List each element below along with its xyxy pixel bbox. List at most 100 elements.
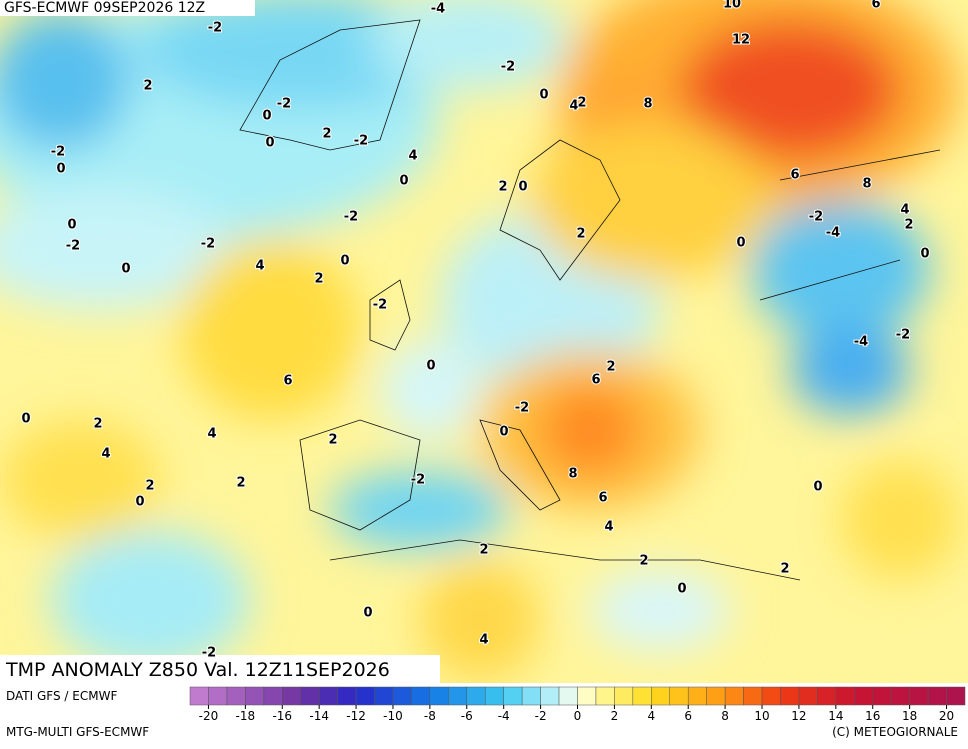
colorbar-cell <box>743 686 763 706</box>
contour-label: -2 <box>202 646 216 661</box>
colorbar-cell <box>392 686 412 706</box>
colorbar-cell <box>226 686 246 706</box>
contour-label: 0 <box>135 495 144 510</box>
colorbar-cell <box>300 686 320 706</box>
colorbar-cell <box>318 686 338 706</box>
contour-label: 6 <box>283 374 292 389</box>
colorbar-cell <box>835 686 855 706</box>
colorbar-cell <box>411 686 431 706</box>
colorbar-cell <box>208 686 228 706</box>
colorbar-tick-label: 4 <box>647 709 655 723</box>
contour-label: -2 <box>515 401 529 416</box>
contour-label: 0 <box>265 136 274 151</box>
contour-label: 4 <box>479 633 488 648</box>
contour-label: 2 <box>314 272 323 287</box>
colorbar-tick-label: 18 <box>902 709 917 723</box>
contour-label: -4 <box>854 335 868 350</box>
contour-label: 0 <box>21 412 30 427</box>
contour-label: 0 <box>677 582 686 597</box>
contour-label: 2 <box>93 417 102 432</box>
colorbar-tick-label: -16 <box>272 709 292 723</box>
colorbar-tick-label: -4 <box>498 709 510 723</box>
contour-label: 8 <box>643 97 652 112</box>
colorbar-cell <box>189 686 209 706</box>
contour-label: 0 <box>736 236 745 251</box>
contour-label: 4 <box>604 520 613 535</box>
colorbar-cell <box>687 686 707 706</box>
colorbar-tick-label: -8 <box>424 709 436 723</box>
colorbar-cell <box>577 686 597 706</box>
colorbar-cell <box>614 686 634 706</box>
contour-label: 4 <box>900 203 909 218</box>
colorbar-tick-label: 8 <box>721 709 729 723</box>
colorbar-cell <box>429 686 449 706</box>
colorbar-cell <box>872 686 892 706</box>
colorbar-cell <box>484 686 504 706</box>
colorbar-tick-label: -10 <box>383 709 403 723</box>
colorbar-cell <box>466 686 486 706</box>
colorbar-cell <box>669 686 689 706</box>
contour-label: 0 <box>813 480 822 495</box>
header-box <box>0 0 255 16</box>
colorbar-tick-label: 6 <box>684 709 692 723</box>
colorbar-cell <box>558 686 578 706</box>
contour-label: 0 <box>340 254 349 269</box>
coastlines <box>239 19 941 581</box>
contour-label: 6 <box>591 373 600 388</box>
contour-label: 4 <box>569 99 578 114</box>
contour-label: 0 <box>920 247 929 262</box>
colorbar-cell <box>927 686 947 706</box>
contour-label: 8 <box>568 467 577 482</box>
colorbar-tick-label: 12 <box>791 709 806 723</box>
copyright: (C) METEOGIORNALE <box>832 725 958 739</box>
colorbar-cell <box>374 686 394 706</box>
colorbar-cell <box>854 686 873 706</box>
colorbar-cell <box>651 686 671 706</box>
contour-label: 0 <box>56 162 65 177</box>
colorbar-tick-label: -2 <box>535 709 547 723</box>
colorbar-cell <box>503 686 523 706</box>
contour-label: -2 <box>208 21 222 36</box>
colorbar-cell <box>540 686 560 706</box>
colorbar-tick-label: -14 <box>309 709 329 723</box>
contour-label: 4 <box>207 427 216 442</box>
contour-label: 8 <box>862 177 871 192</box>
contour-label: -2 <box>51 145 65 160</box>
contour-label: 2 <box>143 79 152 94</box>
colorbar-cell <box>448 686 468 706</box>
colorbar-cell <box>282 686 301 706</box>
contour-label: 2 <box>577 96 586 111</box>
title-box <box>0 655 440 683</box>
colorbar-cell <box>245 686 265 706</box>
contour-label: 2 <box>328 433 337 448</box>
contour-label: 2 <box>576 227 585 242</box>
colorbar-cell <box>817 686 837 706</box>
colorbar-cell <box>724 686 744 706</box>
contour-label: -2 <box>896 328 910 343</box>
colorbar-tick-label: -20 <box>199 709 219 723</box>
colorbar-cell <box>263 686 283 706</box>
contour-label: 10 <box>723 0 741 12</box>
contour-label: 0 <box>426 359 435 374</box>
contour-label: 6 <box>871 0 880 12</box>
contour-label: 0 <box>363 606 372 621</box>
source: DATI GFS / ECMWF <box>6 689 117 703</box>
colorbar-cell <box>761 686 781 706</box>
contour-label: 2 <box>780 562 789 577</box>
contour-label: 0 <box>499 425 508 440</box>
contour-label: 6 <box>790 168 799 183</box>
contour-label: 4 <box>255 259 264 274</box>
colorbar-cell <box>890 686 910 706</box>
colorbar-cell <box>780 686 800 706</box>
contour-label: 2 <box>479 543 488 558</box>
colorbar-cell <box>521 686 541 706</box>
colorbar-tick-label: -12 <box>346 709 366 723</box>
contour-label: -2 <box>354 134 368 149</box>
contour-label: -2 <box>809 210 823 225</box>
contour-label: 6 <box>598 491 607 506</box>
colorbar-tick-label: -18 <box>236 709 256 723</box>
contour-label: 2 <box>322 127 331 142</box>
header: GFS-ECMWF 09SEP2026 12Z <box>4 0 205 16</box>
